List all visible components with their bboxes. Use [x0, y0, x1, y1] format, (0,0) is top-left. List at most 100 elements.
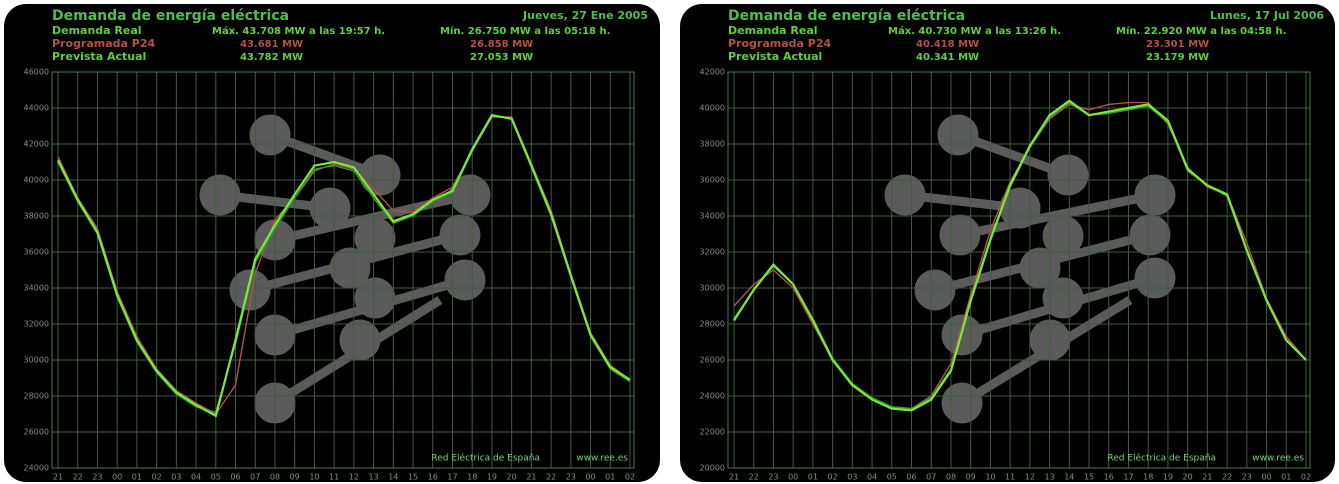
x-tick-label: 23: [566, 473, 576, 482]
x-tick-label: 18: [467, 473, 477, 482]
chart-title: Demanda de energía eléctrica: [728, 8, 965, 24]
y-tick-label: 34000: [24, 284, 49, 293]
x-tick-label: 12: [1025, 473, 1035, 482]
x-tick-label: 11: [329, 473, 339, 482]
x-tick-label: 15: [408, 473, 418, 482]
y-tick-label: 40000: [24, 176, 49, 185]
x-tick-label: 12: [349, 473, 359, 482]
x-tick-label: 19: [487, 473, 497, 482]
x-tick-label: 21: [526, 473, 536, 482]
x-tick-label: 00: [788, 473, 798, 482]
legend-max: 40.418 MW: [916, 39, 979, 50]
legend-max: 43.681 MW: [240, 39, 303, 50]
x-tick-label: 03: [847, 473, 857, 482]
y-tick-label: 22000: [700, 428, 725, 437]
y-tick-label: 44000: [24, 104, 49, 113]
x-tick-label: 22: [749, 473, 759, 482]
x-tick-label: 14: [388, 473, 398, 482]
x-tick-label: 06: [906, 473, 916, 482]
y-tick-label: 42000: [24, 140, 49, 149]
y-tick-label: 32000: [700, 248, 725, 257]
x-tick-label: 05: [211, 473, 221, 482]
panel: [4, 4, 660, 482]
series-line: [57, 113, 631, 418]
x-tick-label: 17: [1123, 473, 1133, 482]
x-tick-label: 08: [270, 473, 280, 482]
y-tick-label: 38000: [700, 140, 725, 149]
x-tick-label: 22: [73, 473, 83, 482]
x-tick-label: 01: [1281, 473, 1291, 482]
x-tick-label: 14: [1064, 473, 1074, 482]
legend-max: 40.341 MW: [916, 52, 979, 63]
legend-max: 43.782 MW: [240, 52, 303, 63]
x-tick-label: 23: [768, 473, 778, 482]
y-tick-label: 30000: [700, 284, 725, 293]
legend-min: 23.301 MW: [1146, 39, 1209, 50]
x-tick-label: 05: [887, 473, 897, 482]
y-tick-label: 46000: [24, 68, 49, 77]
y-tick-label: 34000: [700, 212, 725, 221]
y-tick-label: 30000: [24, 356, 49, 365]
x-tick-label: 01: [808, 473, 818, 482]
legend-max: Máx. 40.730 MW a las 13:26 h.: [888, 25, 1061, 37]
x-tick-label: 00: [585, 473, 595, 482]
x-tick-label: 21: [1202, 473, 1212, 482]
x-tick-label: 09: [290, 473, 300, 482]
legend-min: 27.053 MW: [470, 52, 533, 63]
legend-min: Mín. 22.920 MW a las 04:58 h.: [1116, 25, 1286, 37]
y-tick-label: 40000: [700, 104, 725, 113]
x-tick-label: 23: [1242, 473, 1252, 482]
chart-title: Demanda de energía eléctrica: [52, 8, 289, 24]
source-url: www.ree.es: [1252, 454, 1304, 464]
x-tick-label: 23: [92, 473, 102, 482]
y-tick-label: 26000: [24, 428, 49, 437]
x-tick-label: 07: [250, 473, 260, 482]
y-tick-label: 32000: [24, 320, 49, 329]
plot-frame: [51, 71, 635, 469]
x-tick-label: 02: [828, 473, 838, 482]
x-tick-label: 21: [729, 473, 739, 482]
legend-entry: Programada P24: [728, 37, 831, 50]
x-tick-label: 17: [447, 473, 457, 482]
y-tick-label: 24000: [24, 464, 49, 473]
x-tick-label: 07: [926, 473, 936, 482]
x-tick-label: 21: [53, 473, 63, 482]
y-tick-label: 26000: [700, 356, 725, 365]
x-tick-label: 10: [985, 473, 995, 482]
y-tick-label: 36000: [24, 248, 49, 257]
x-tick-label: 02: [152, 473, 162, 482]
x-tick-label: 16: [1104, 473, 1114, 482]
x-tick-label: 02: [625, 473, 635, 482]
source: Red Eléctrica de España: [1107, 453, 1216, 464]
legend-entry: Prevista Actual: [52, 50, 146, 63]
x-tick-label: 22: [546, 473, 556, 482]
chart-date: Lunes, 17 Jul 2006: [1210, 9, 1324, 22]
legend-min: 26.858 MW: [470, 39, 533, 50]
y-tick-label: 28000: [24, 392, 49, 401]
panel: [680, 4, 1335, 482]
x-tick-label: 20: [507, 473, 517, 482]
x-tick-label: 03: [171, 473, 181, 482]
x-tick-label: 22: [1222, 473, 1232, 482]
x-tick-label: 15: [1084, 473, 1094, 482]
legend-min: Mín. 26.750 MW a las 05:18 h.: [440, 25, 610, 37]
x-tick-label: 18: [1143, 473, 1153, 482]
y-tick-label: 38000: [24, 212, 49, 221]
x-tick-label: 00: [112, 473, 122, 482]
legend-entry: Programada P24: [52, 37, 155, 50]
y-tick-label: 24000: [700, 392, 725, 401]
x-tick-label: 10: [309, 473, 319, 482]
x-tick-label: 13: [368, 473, 378, 482]
legend-min: 23.179 MW: [1146, 52, 1209, 63]
source-url: www.ree.es: [576, 454, 628, 464]
x-tick-label: 09: [966, 473, 976, 482]
y-tick-label: 36000: [700, 176, 725, 185]
legend-entry: Demanda Real: [728, 24, 818, 37]
legend-entry: Prevista Actual: [728, 50, 822, 63]
x-tick-label: 04: [191, 473, 201, 482]
source: Red Eléctrica de España: [431, 453, 540, 464]
x-tick-label: 00: [1261, 473, 1271, 482]
y-tick-label: 42000: [700, 68, 725, 77]
